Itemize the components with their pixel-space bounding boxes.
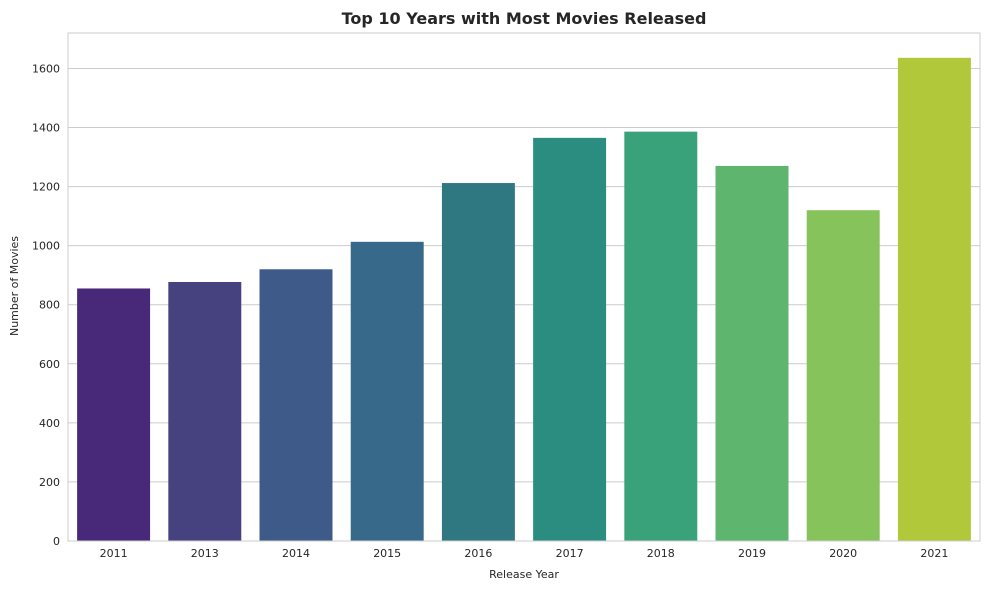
- y-tick-label: 1600: [32, 62, 60, 75]
- bar-2018: [624, 131, 698, 541]
- plot-frame: [67, 32, 981, 542]
- y-tick-label: 400: [39, 417, 60, 430]
- x-tick-label: 2014: [282, 547, 310, 560]
- x-tick-label: 2017: [556, 547, 584, 560]
- bar-2014: [259, 269, 333, 541]
- x-tick-label: 2019: [738, 547, 766, 560]
- bar-2019: [715, 165, 789, 541]
- x-axis-ticks: 2011 2013 2014 2015 2016 2017 2018 2019 2020 2021: [100, 547, 949, 560]
- x-axis-label: Release Year: [489, 568, 559, 581]
- bars: [77, 57, 971, 542]
- y-tick-label: 1400: [32, 122, 60, 135]
- bar-2011: [77, 288, 151, 541]
- x-tick-label: 2020: [829, 547, 857, 560]
- x-tick-label: 2018: [647, 547, 675, 560]
- x-tick-label: 2016: [464, 547, 492, 560]
- y-axis-ticks: 0 200 400 600 800 1000 1200 1400 1600: [32, 62, 60, 548]
- y-tick-label: 1000: [32, 240, 60, 253]
- x-tick-label: 2015: [373, 547, 401, 560]
- plot-border: [67, 32, 981, 542]
- x-tick-label: 2013: [191, 547, 219, 560]
- y-tick-label: 800: [39, 299, 60, 312]
- y-tick-label: 0: [53, 535, 60, 548]
- y-axis-label: Number of Movies: [8, 236, 21, 336]
- bar-2013: [168, 281, 242, 541]
- y-tick-label: 1200: [32, 181, 60, 194]
- x-tick-label: 2021: [920, 547, 948, 560]
- y-tick-label: 200: [39, 476, 60, 489]
- bar-2016: [441, 183, 515, 541]
- y-tick-label: 600: [39, 358, 60, 371]
- x-tick-label: 2011: [100, 547, 128, 560]
- bar-2017: [533, 137, 607, 542]
- chart-title: Top 10 Years with Most Movies Released: [342, 9, 707, 28]
- bar-2021: [897, 57, 971, 542]
- bar-2015: [350, 241, 424, 541]
- bar-2020: [806, 210, 880, 542]
